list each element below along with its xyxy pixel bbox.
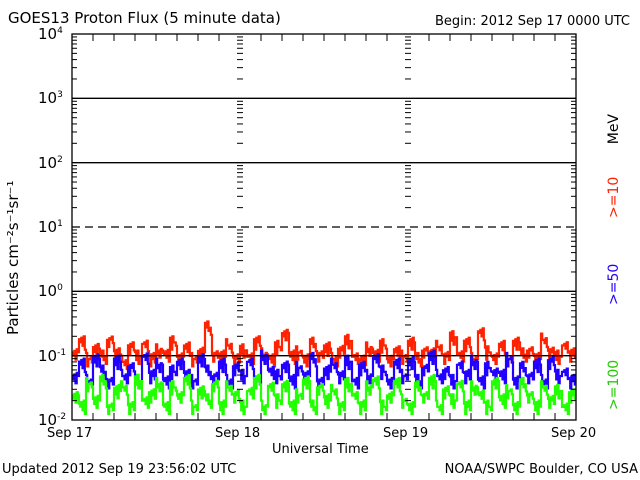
x-axis-label: Universal Time [272, 442, 369, 457]
y-tick-base: 10 [38, 346, 58, 365]
credit-text: NOAA/SWPC Boulder, CO USA [444, 462, 638, 477]
y-tick-base: 10 [38, 25, 58, 43]
y-tick-label: 10-2 [38, 411, 66, 429]
x-tick-label: Sep 17 [47, 426, 93, 441]
legend-unit: MeV [606, 113, 622, 145]
y-tick-base: 10 [38, 153, 58, 172]
y-tick-base: 10 [38, 218, 58, 236]
x-tick-label: Sep 19 [383, 426, 429, 441]
y-tick-label: 100 [38, 282, 63, 300]
y-tick-exponent: 0 [57, 283, 63, 294]
y-axis-label: Particles cm⁻²s⁻¹sr⁻¹ [4, 180, 22, 335]
legend-10mev: >=10 MeV [606, 114, 622, 218]
begin-time: Begin: 2012 Sep 17 0000 UTC [434, 14, 630, 29]
y-tick-label: 101 [38, 218, 63, 236]
y-tick-exponent: -2 [57, 412, 67, 422]
y-tick-exponent: 2 [57, 154, 63, 165]
y-tick-exponent: 1 [57, 219, 63, 229]
legend-10-label: >=10 [606, 176, 622, 218]
y-tick-base: 10 [38, 411, 58, 429]
updated-text: Updated 2012 Sep 19 23:56:02 UTC [2, 462, 237, 477]
chart-title: GOES13 Proton Flux (5 minute data) [8, 9, 281, 27]
y-tick-label: 104 [38, 25, 63, 43]
legend-100mev: >=100 [606, 359, 622, 410]
legend-50mev: >=50 [606, 263, 622, 305]
y-tick-label: 102 [38, 154, 63, 172]
y-tick-exponent: 4 [57, 26, 63, 36]
y-tick-exponent: -1 [57, 347, 67, 358]
series-line-2 [72, 373, 576, 416]
series-line-1 [72, 349, 576, 390]
y-tick-label: 10-1 [38, 347, 66, 365]
y-tick-exponent: 3 [57, 90, 63, 101]
y-tick-base: 10 [38, 282, 58, 301]
y-tick-base: 10 [38, 89, 58, 108]
x-tick-label: Sep 18 [215, 426, 261, 441]
x-tick-label: Sep 20 [551, 426, 597, 441]
y-tick-label: 103 [38, 89, 63, 107]
